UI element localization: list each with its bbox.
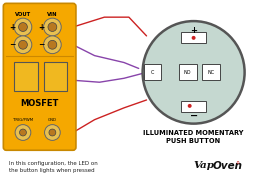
Circle shape [48, 23, 57, 31]
Circle shape [20, 129, 26, 136]
Text: NO: NO [184, 70, 191, 75]
Text: −: − [9, 40, 15, 49]
Circle shape [14, 18, 32, 36]
FancyBboxPatch shape [181, 32, 206, 43]
FancyBboxPatch shape [14, 62, 38, 91]
Circle shape [19, 23, 27, 31]
FancyBboxPatch shape [144, 64, 161, 80]
Text: VIN: VIN [47, 12, 58, 17]
Text: ILLUMINATED MOMENTARY
PUSH BUTTON: ILLUMINATED MOMENTARY PUSH BUTTON [143, 130, 244, 144]
Text: +: + [190, 26, 197, 35]
Text: C: C [151, 70, 154, 75]
Text: +: + [9, 23, 15, 32]
Text: VOUT: VOUT [15, 12, 31, 17]
FancyBboxPatch shape [44, 62, 67, 91]
Text: Oven: Oven [212, 161, 242, 171]
Text: +: + [38, 23, 45, 32]
FancyBboxPatch shape [179, 64, 197, 80]
Circle shape [44, 18, 61, 36]
Text: GND: GND [48, 118, 57, 122]
Text: NC: NC [208, 70, 215, 75]
Text: −: − [190, 111, 198, 121]
FancyBboxPatch shape [181, 101, 206, 112]
Circle shape [49, 129, 56, 136]
Circle shape [192, 36, 196, 40]
Text: TRIG/PWM: TRIG/PWM [13, 118, 33, 122]
Circle shape [143, 21, 245, 124]
Circle shape [44, 36, 61, 54]
Circle shape [45, 125, 60, 140]
Text: In this configuration, the LED on
the button lights when pressed: In this configuration, the LED on the bu… [9, 161, 98, 173]
Text: MOSFET: MOSFET [20, 99, 59, 108]
FancyBboxPatch shape [3, 3, 76, 150]
Circle shape [188, 104, 192, 108]
FancyBboxPatch shape [203, 64, 220, 80]
Text: °: ° [235, 161, 239, 170]
Circle shape [48, 40, 57, 49]
Circle shape [19, 40, 27, 49]
Circle shape [14, 36, 32, 54]
Text: Vap: Vap [194, 161, 215, 170]
Circle shape [15, 125, 31, 140]
Text: −: − [38, 40, 45, 49]
